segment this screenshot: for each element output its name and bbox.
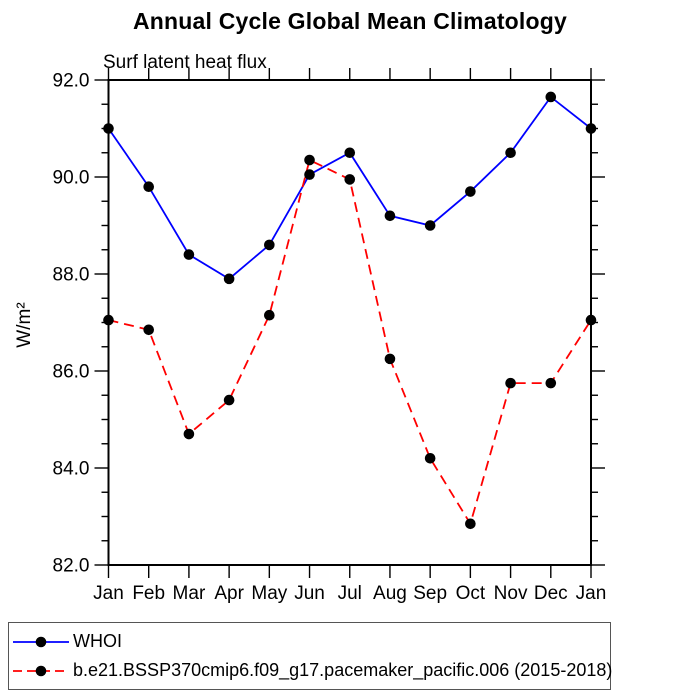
legend-key-marker [35,636,47,647]
y-tick-label: 92.0 [53,71,90,92]
legend-key-line-dashed [13,665,69,676]
data-point-marker [304,169,315,180]
data-point-marker [384,210,396,222]
y-tick-label: 86.0 [53,362,90,383]
y-tick-label: 82.0 [53,556,90,577]
x-tick-label: May [251,583,287,604]
data-point-marker [465,186,476,197]
y-tick-label: 90.0 [53,168,90,189]
legend-entry-whoi: WHOI [9,627,610,656]
legend-key-line-solid [13,636,69,647]
x-tick-label: Feb [132,583,165,604]
data-point-marker [384,353,396,365]
x-tick-label: Dec [534,583,568,604]
data-point-marker [143,324,155,336]
data-point-marker [143,181,155,192]
x-tick-label: Jan [93,583,124,604]
data-point-marker [585,314,597,326]
y-tick-label: 84.0 [53,459,90,480]
legend-label-model: b.e21.BSSP370cmip6.f09_g17.pacemaker_pac… [73,660,613,680]
y-axis-label: W/m² [14,302,35,347]
data-point-marker [545,91,557,103]
x-tick-label: Jul [338,583,362,604]
data-point-marker [103,123,114,134]
plot-area: 82.0 84.0 86.0 88.0 90.0 92.0 Jan Feb Mar Apr May J… [14,68,607,604]
data-point-marker [223,394,235,406]
data-point-marker [505,377,516,389]
data-point-marker [223,273,235,285]
data-point-marker [183,428,195,440]
legend-entry-model: b.e21.BSSP370cmip6.f09_g17.pacemaker_pac… [9,656,613,685]
data-point-marker [465,518,476,530]
data-point-marker [344,174,356,185]
data-point-marker [585,123,597,134]
data-point-marker [103,314,114,326]
legend-label-whoi: WHOI [73,631,122,651]
x-tick-label: Nov [494,583,528,604]
series-line-0 [107,95,592,280]
x-tick-label: Jun [294,583,325,604]
data-point-marker [424,453,436,464]
x-tick-label: Apr [214,583,244,604]
data-point-marker [264,309,275,321]
chart-title: Annual Cycle Global Mean Climatology [132,8,568,34]
data-point-marker [505,147,516,159]
data-point-marker [424,220,436,231]
data-point-marker [545,377,557,389]
y-tick-label: 88.0 [53,265,90,286]
legend-key-marker [35,665,47,676]
data-point-marker [264,239,275,251]
series-line-1 [108,158,592,526]
x-tick-label: Jan [576,583,607,604]
data-point-marker [344,147,356,159]
x-tick-label: Mar [173,583,206,604]
data-point-marker [304,154,315,166]
chart-subtitle: Surf latent heat flux [103,52,267,73]
x-tick-label: Oct [456,583,486,604]
data-point-marker [183,249,195,260]
legend-box: WHOI b.e21.BSSP370cmip6.f09_g17.pacemake… [8,622,613,690]
x-tick-label: Sep [413,583,447,604]
x-tick-label: Aug [373,583,407,604]
